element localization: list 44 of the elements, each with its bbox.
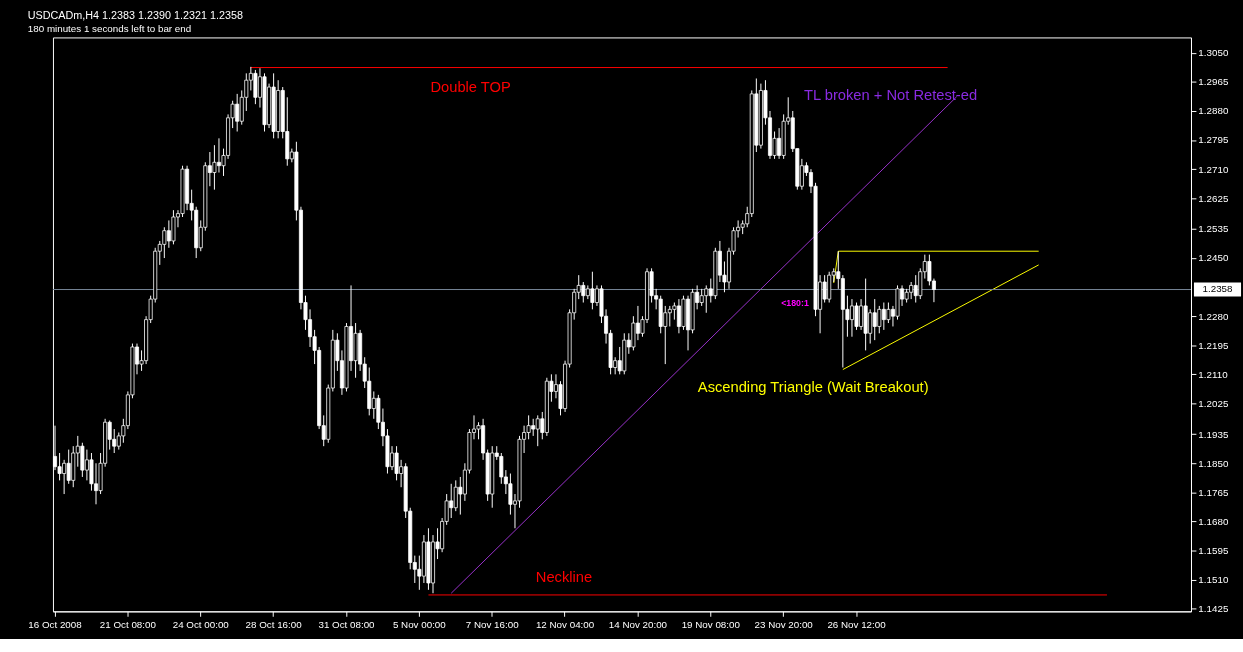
candlestick	[171, 209, 176, 245]
y-tick-label: 1.2025	[1198, 397, 1229, 409]
x-tick-label: 5 Nov 00:00	[392, 618, 447, 630]
x-tick-label: 21 Oct 08:00	[99, 618, 157, 630]
candlestick	[886, 302, 891, 324]
y-tick-label: 1.1765	[1198, 486, 1229, 498]
ref-line-label: 1.2358	[1202, 283, 1234, 295]
chart-title: USDCADm,H4 1.2383 1.2390 1.2321 1.2358	[27, 8, 243, 21]
y-tick-label: 1.2795	[1198, 134, 1229, 146]
x-tick-label: 19 Nov 08:00	[681, 618, 741, 630]
x-tick-label: 14 Nov 20:00	[608, 618, 668, 630]
annotation: Neckline	[535, 568, 593, 585]
y-tick-label: 1.1680	[1198, 515, 1229, 527]
x-tick-label: 26 Nov 12:00	[827, 618, 887, 630]
y-tick-label: 1.1850	[1198, 457, 1229, 469]
annotation: <180:1	[781, 297, 809, 308]
y-tick-label: 1.2195	[1198, 339, 1229, 351]
y-tick-label: 1.1595	[1198, 544, 1229, 556]
y-tick-label: 1.2110	[1198, 368, 1229, 380]
annotation: Ascending Triangle (Wait Breakout)	[697, 379, 929, 396]
y-tick-label: 1.2535	[1198, 223, 1229, 235]
annotation: TL broken + Not Retest-ed	[804, 86, 978, 103]
candlestick	[590, 271, 595, 310]
y-tick-label: 1.1935	[1198, 428, 1229, 440]
x-tick-label: 12 Nov 04:00	[535, 618, 595, 630]
y-tick-label: 1.3050	[1198, 47, 1229, 59]
x-tick-label: 7 Nov 16:00	[465, 618, 520, 630]
x-tick-label: 28 Oct 16:00	[245, 618, 303, 630]
y-tick-label: 1.1510	[1198, 573, 1229, 585]
y-tick-label: 1.2280	[1198, 310, 1229, 322]
chart-subtitle: 180 minutes 1 seconds left to bar end	[27, 22, 192, 34]
x-tick-label: 31 Oct 08:00	[318, 618, 376, 630]
y-tick-label: 1.2450	[1198, 252, 1229, 264]
x-tick-label: 16 Oct 2008	[28, 618, 83, 630]
annotation: Double TOP	[430, 78, 512, 95]
y-tick-label: 1.2710	[1198, 163, 1229, 175]
x-tick-label: 24 Oct 00:00	[172, 618, 230, 630]
y-tick-label: 1.2965	[1198, 76, 1229, 88]
candlestick	[80, 442, 85, 478]
y-tick-label: 1.2625	[1198, 192, 1229, 204]
candlestick	[253, 69, 258, 105]
y-tick-label: 1.2880	[1198, 105, 1229, 117]
x-tick-label: 23 Nov 20:00	[754, 618, 814, 630]
y-tick-label: 1.1425	[1198, 603, 1229, 615]
